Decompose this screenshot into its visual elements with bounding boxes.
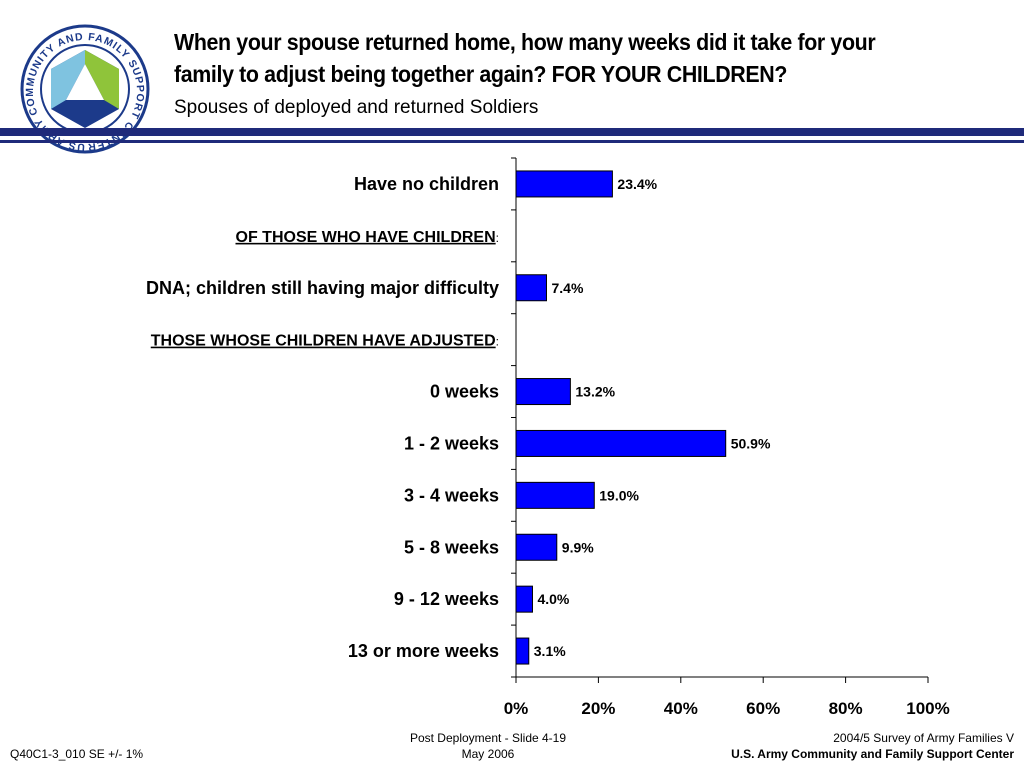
footer-source-note: Q40C1-3_010 SE +/- 1% — [10, 747, 144, 761]
footer-survey-name: 2004/5 Survey of Army Families V — [833, 731, 1014, 745]
footer-org-name: U.S. Army Community and Family Support C… — [731, 747, 1014, 761]
category-header-text: OF THOSE WHO HAVE CHILDREN — [236, 229, 496, 246]
footer-date: May 2006 — [461, 747, 515, 761]
footer-organization: 2004/5 Survey of Army Families V U.S. Ar… — [731, 730, 1014, 762]
x-tick-label: 80% — [829, 699, 863, 718]
category-label: 13 or more weeks — [348, 641, 499, 661]
bar — [515, 637, 530, 665]
bar-value-label: 9.9% — [562, 539, 594, 555]
x-tick-label: 0% — [504, 699, 529, 718]
bar-value-label: 23.4% — [617, 176, 657, 192]
title-line-2: family to adjust being together again? F… — [174, 61, 788, 87]
bar — [515, 170, 613, 198]
x-tick-label: 60% — [746, 699, 780, 718]
logo-white-triangle — [66, 64, 104, 100]
bar-value-label: 7.4% — [551, 280, 583, 296]
header-rule-thick — [0, 128, 1024, 136]
category-label: OF THOSE WHO HAVE CHILDREN: — [236, 229, 500, 246]
category-label: 1 - 2 weeks — [404, 433, 499, 453]
logo-light-facet — [51, 50, 85, 109]
category-label: 9 - 12 weeks — [394, 589, 499, 609]
bar — [515, 378, 571, 406]
category-label: DNA; children still having major difficu… — [146, 278, 499, 298]
page-title: When your spouse returned home, how many… — [174, 26, 955, 90]
category-label: 5 - 8 weeks — [404, 537, 499, 557]
footer-slide-info: Post Deployment - Slide 4-19 May 2006 — [388, 730, 588, 762]
bar-value-label: 13.2% — [575, 384, 615, 400]
page-subtitle: Spouses of deployed and returned Soldier… — [174, 97, 539, 118]
bar — [515, 533, 558, 561]
header-rules — [0, 128, 1024, 143]
category-header-colon: : — [496, 335, 499, 349]
bar-value-label: 3.1% — [534, 643, 566, 659]
x-tick-label: 20% — [581, 699, 615, 718]
category-label: 0 weeks — [430, 382, 499, 402]
category-label: THOSE WHOSE CHILDREN HAVE ADJUSTED: — [151, 333, 499, 350]
bar-value-label: 19.0% — [599, 487, 639, 503]
x-tick-label: 100% — [906, 699, 949, 718]
bar — [515, 274, 547, 302]
bar — [515, 585, 533, 613]
category-label: 3 - 4 weeks — [404, 485, 499, 505]
category-label: Have no children — [354, 174, 499, 194]
bar — [515, 481, 595, 509]
category-header-colon: : — [496, 231, 499, 245]
bar-value-label: 50.9% — [731, 435, 771, 451]
bar-chart: 0% 20% 40% 60% 80% 100% Have no children 23.4% O… — [146, 157, 950, 718]
footer-slide-number: Post Deployment - Slide 4-19 — [409, 731, 567, 745]
title-line-1: When your spouse returned home, how many… — [174, 29, 876, 55]
logo-green-facet — [85, 50, 119, 109]
bar — [515, 429, 727, 457]
x-tick-label: 40% — [664, 699, 698, 718]
header-rule-thin — [0, 140, 1024, 143]
category-header-text: THOSE WHOSE CHILDREN HAVE ADJUSTED — [151, 333, 496, 350]
bar-value-label: 4.0% — [537, 591, 569, 607]
